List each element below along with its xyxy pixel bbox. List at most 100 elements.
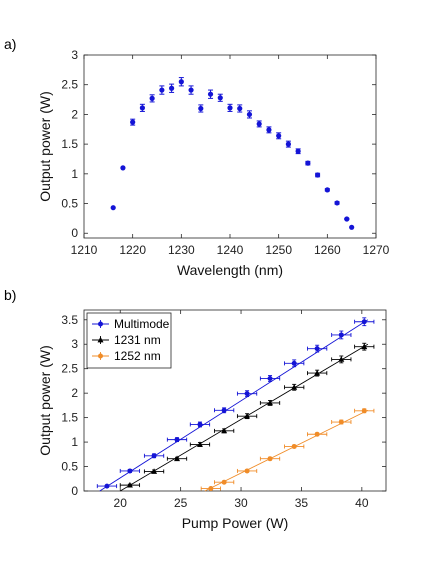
panel-b-y-tick-label: 2.5 — [61, 362, 78, 376]
panel-a-y-tick-label: 3 — [71, 48, 78, 62]
panel-a-data-point — [256, 121, 262, 127]
panel-b-series-2-data-point — [174, 455, 181, 462]
panel-a-x-tick-label: 1230 — [168, 243, 195, 257]
panel-a-label: a) — [4, 36, 16, 52]
panel-b-legend-entry-1-label: Multimode — [114, 317, 170, 331]
panel-b-series-2-data-point — [338, 356, 345, 362]
panel-a-x-tick-label: 1250 — [265, 243, 292, 257]
panel-b-series-1-data-point — [174, 437, 180, 443]
panel-b-y-tick-label: 2 — [71, 386, 78, 400]
panel-b-legend-entry-3-label: 1252 nm — [114, 349, 161, 363]
panel-b-series-3-data-point — [338, 419, 344, 425]
panel-a-data-point — [295, 148, 301, 154]
panel-a-data-point — [159, 87, 165, 93]
panel-b-y-tick-label: 3 — [71, 337, 78, 351]
panel-b-series-2-data-point — [196, 441, 203, 447]
panel-b-legend-entry-2-marker — [97, 336, 104, 343]
panel-b-series-3-data-point — [208, 486, 214, 492]
panel-a-data-point — [130, 119, 136, 125]
panel-b-legend: Multimode 1231 nm 1252 nm — [86, 312, 172, 369]
panel-a-data-point — [169, 85, 175, 91]
panel-a-x-tick-label: 1240 — [217, 243, 244, 257]
panel-a-data-point — [227, 105, 233, 111]
panel-b-y-tick-label: 3.5 — [61, 313, 78, 327]
panel-b-x-tick-label: 40 — [355, 496, 369, 510]
panel-b-legend-entry-1-marker — [98, 321, 103, 327]
panel-b-y-axis-label: Output power (W) — [37, 345, 53, 455]
panel-a-data-point — [110, 205, 116, 211]
panel-b-label: b) — [4, 287, 16, 303]
panel-a-data-point — [217, 95, 223, 101]
panel-a-data-point — [344, 216, 350, 222]
panel-b-series-3-data-point — [361, 408, 367, 414]
panel-b-series-1-data-point — [267, 375, 273, 381]
panel-a-y-tick-label: 1 — [71, 167, 78, 181]
panel-b-series-2-fit-line — [120, 343, 369, 492]
panel-a-data-point — [349, 224, 355, 230]
panel-b-series-1-data-point — [338, 332, 344, 338]
panel-b-chart: 20 25 30 35 40 0 0.5 1 1.5 2 2.5 3 3.5 Pump Power (W)… — [37, 309, 387, 531]
panel-b-y-tick-label: 0.5 — [61, 460, 78, 474]
panel-a-data-point — [198, 105, 204, 112]
panel-b-x-tick-label: 20 — [114, 496, 128, 510]
panel-a-data-point — [315, 172, 321, 178]
panel-a-x-axis-label: Wavelength (nm) — [177, 262, 283, 278]
panel-b-y-tick-label: 1 — [71, 435, 78, 449]
panel-b-series-2-data-point — [267, 399, 274, 406]
panel-b-x-axis-label: Pump Power (W) — [182, 515, 289, 531]
panel-b-x-tick-label: 30 — [234, 496, 248, 510]
panel-a-data-point — [285, 141, 291, 147]
panel-a-data-point — [266, 127, 272, 133]
panel-a-y-tick-label: 2.5 — [61, 78, 78, 92]
panel-a-data-point — [237, 105, 243, 112]
panel-b-series-2-data-point — [151, 468, 158, 474]
panel-a-x-tick-label: 1260 — [314, 243, 341, 257]
panel-b-series-1-data-point — [361, 319, 367, 325]
panel-a-data-point — [334, 200, 340, 206]
panel-b-series-1-data-point — [314, 346, 320, 352]
panel-a-data-point — [120, 165, 126, 171]
panel-b-series-1-data-point — [127, 468, 133, 474]
panel-b-series-3-data-point — [244, 468, 250, 474]
panel-b-series-2-data-point — [126, 481, 133, 488]
panel-b-series-1-data-point — [221, 407, 227, 413]
panel-b-series-2-data-point — [221, 427, 228, 434]
panel-a-x-tick-label: 1210 — [71, 243, 98, 257]
panel-a-data-point — [324, 187, 330, 193]
panel-b-x-tick-label: 35 — [295, 496, 309, 510]
panel-b-series-1-data-point — [104, 483, 110, 489]
panel-a-axes-frame — [83, 54, 377, 239]
panel-b-series-2-data-point — [244, 412, 251, 419]
panel-b-series-3-data-point — [267, 456, 273, 462]
panel-a-y-tick-label: 2 — [71, 107, 78, 121]
panel-a-data-point — [139, 105, 145, 111]
panel-b-y-tick-label: 0 — [71, 484, 78, 498]
panel-b-series-1-data-point — [291, 360, 297, 366]
panel-a-y-axis-label: Output power (W) — [37, 91, 53, 201]
panel-b-x-tick-label: 25 — [174, 496, 188, 510]
panel-b-legend-entry-2-label: 1231 nm — [114, 333, 161, 347]
panel-b-series-1-data-point — [244, 391, 250, 397]
panel-a-data-point — [149, 95, 155, 101]
panel-b-legend-entry-3-marker — [98, 353, 103, 359]
panel-a-data-point — [207, 91, 214, 97]
panel-a-x-tick-label: 1220 — [119, 243, 146, 257]
panel-b-series-3-data-point — [291, 443, 297, 449]
panel-a-x-tick-label: 1270 — [363, 243, 390, 257]
panel-a-y-tick-label: 0.5 — [61, 197, 78, 211]
panel-a-data-point — [188, 87, 194, 93]
panel-a-y-tick-label: 0 — [71, 226, 78, 240]
panel-a-chart: 1210 1220 1230 1240 1250 1260 1270 0 0.5 1 1.5 2 2.5… — [37, 48, 390, 278]
panel-a-data-point — [276, 133, 282, 139]
panel-b-series-2-data-point — [361, 343, 368, 350]
panel-b-series-3-data-point — [221, 479, 227, 485]
panel-b-axes-frame — [83, 309, 387, 492]
panel-b-series-1-data-point — [197, 421, 203, 427]
panel-a-data-point — [305, 160, 311, 166]
panel-b-series-1-data-point — [151, 453, 157, 459]
panel-a-data-point — [178, 79, 184, 85]
panel-b-series-2-data-point — [291, 384, 298, 390]
panel-b-series-2-data-point — [314, 369, 321, 376]
panel-a-y-tick-label: 1.5 — [61, 137, 78, 151]
